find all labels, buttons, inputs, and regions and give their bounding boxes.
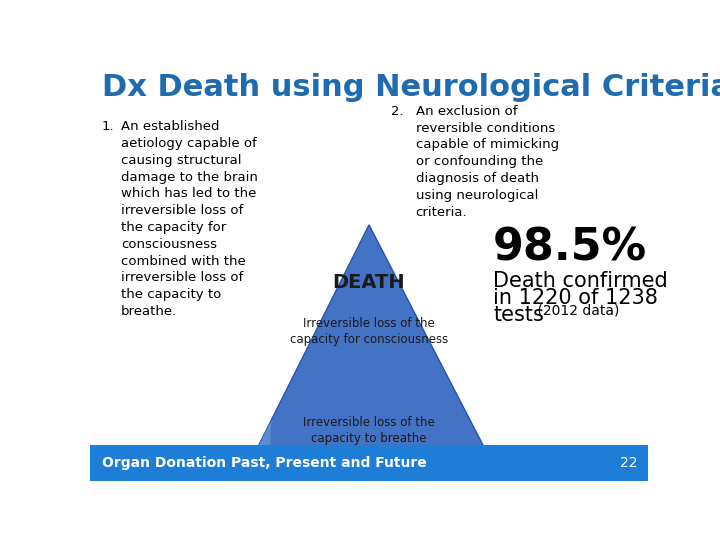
Text: (2012 data): (2012 data) [534, 303, 620, 318]
Text: 2.: 2. [391, 105, 403, 118]
Text: DEATH: DEATH [333, 273, 405, 292]
Text: 98.5%: 98.5% [493, 226, 647, 269]
Text: Organ Donation Past, Present and Future: Organ Donation Past, Present and Future [102, 456, 426, 470]
Polygon shape [256, 225, 485, 449]
Text: An established
aetiology capable of
causing structural
damage to the brain
which: An established aetiology capable of caus… [121, 120, 258, 318]
Text: tests: tests [493, 305, 544, 325]
Text: Dx Death using Neurological Criteria: Dx Death using Neurological Criteria [102, 72, 720, 102]
Text: Irreversible loss of the
capacity for consciousness: Irreversible loss of the capacity for co… [290, 317, 448, 346]
Text: 22: 22 [620, 456, 637, 470]
Text: Death confirmed: Death confirmed [493, 271, 667, 291]
Polygon shape [256, 225, 369, 449]
Text: An exclusion of
reversible conditions
capable of mimicking
or confounding the
di: An exclusion of reversible conditions ca… [415, 105, 559, 219]
Text: 1.: 1. [102, 120, 114, 133]
Text: Irreversible loss of the
capacity to breathe: Irreversible loss of the capacity to bre… [303, 416, 435, 445]
Text: in 1220 of 1238: in 1220 of 1238 [493, 288, 658, 308]
Bar [90, 445, 648, 481]
